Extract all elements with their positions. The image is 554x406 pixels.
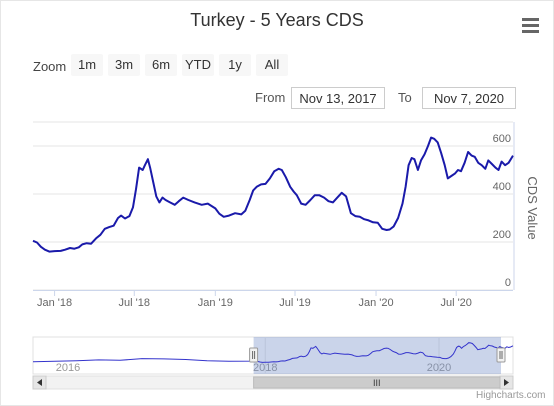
zoom-ytd-button[interactable]: YTD (182, 54, 214, 76)
navigator-handle-right[interactable] (496, 347, 506, 363)
zoom-label: Zoom (33, 59, 67, 74)
credits-link[interactable]: Highcharts.com (476, 390, 546, 401)
navigator-handle-body[interactable] (496, 347, 506, 363)
x-tick-label: Jan '18 (37, 297, 72, 309)
zoom-1y-button[interactable]: 1y (219, 54, 251, 76)
zoom-3m-button[interactable]: 3m (108, 54, 140, 76)
y-tick-label: 0 (505, 277, 511, 289)
y-tick-label: 200 (493, 229, 511, 241)
range-from-input[interactable] (291, 87, 385, 109)
range-to-label: To (398, 90, 412, 105)
scrollbar-grip: III (373, 378, 381, 388)
zoom-6m-button[interactable]: 6m (145, 54, 177, 76)
navigator-tick-label: 2016 (56, 362, 80, 374)
range-from-label: From (255, 90, 286, 105)
scrollbar-right-arrow-icon (504, 379, 509, 386)
navigator-handle-body[interactable] (249, 347, 259, 363)
x-tick-label: Jan '20 (358, 297, 393, 309)
navigator-tick-label: 2018 (253, 362, 277, 374)
zoom-all-button[interactable]: All (256, 54, 288, 76)
y-tick-label: 600 (493, 133, 511, 145)
navigator-outline (32, 336, 514, 375)
x-tick-label: Jul '20 (440, 297, 471, 309)
x-tick-label: Jul '19 (279, 297, 310, 309)
scrollbar-left-arrow-icon (37, 379, 42, 386)
series-line (32, 136, 514, 253)
y-axis-title: CDS Value (525, 176, 540, 239)
navigator-selection[interactable] (253, 337, 501, 374)
range-to-input[interactable] (422, 87, 516, 109)
zoom-1m-button[interactable]: 1m (71, 54, 103, 76)
hamburger-menu-icon[interactable] (520, 16, 542, 36)
y-tick-label: 400 (493, 181, 511, 193)
navigator-handle-left[interactable] (249, 347, 259, 363)
navigator-series (32, 342, 514, 363)
chart-title: Turkey - 5 Years CDS (190, 10, 364, 30)
scrollbar-thumb[interactable] (253, 376, 501, 389)
x-tick-label: Jan '19 (198, 297, 233, 309)
navigator-tick-label: 2020 (427, 362, 451, 374)
x-tick-label: Jul '18 (119, 297, 150, 309)
